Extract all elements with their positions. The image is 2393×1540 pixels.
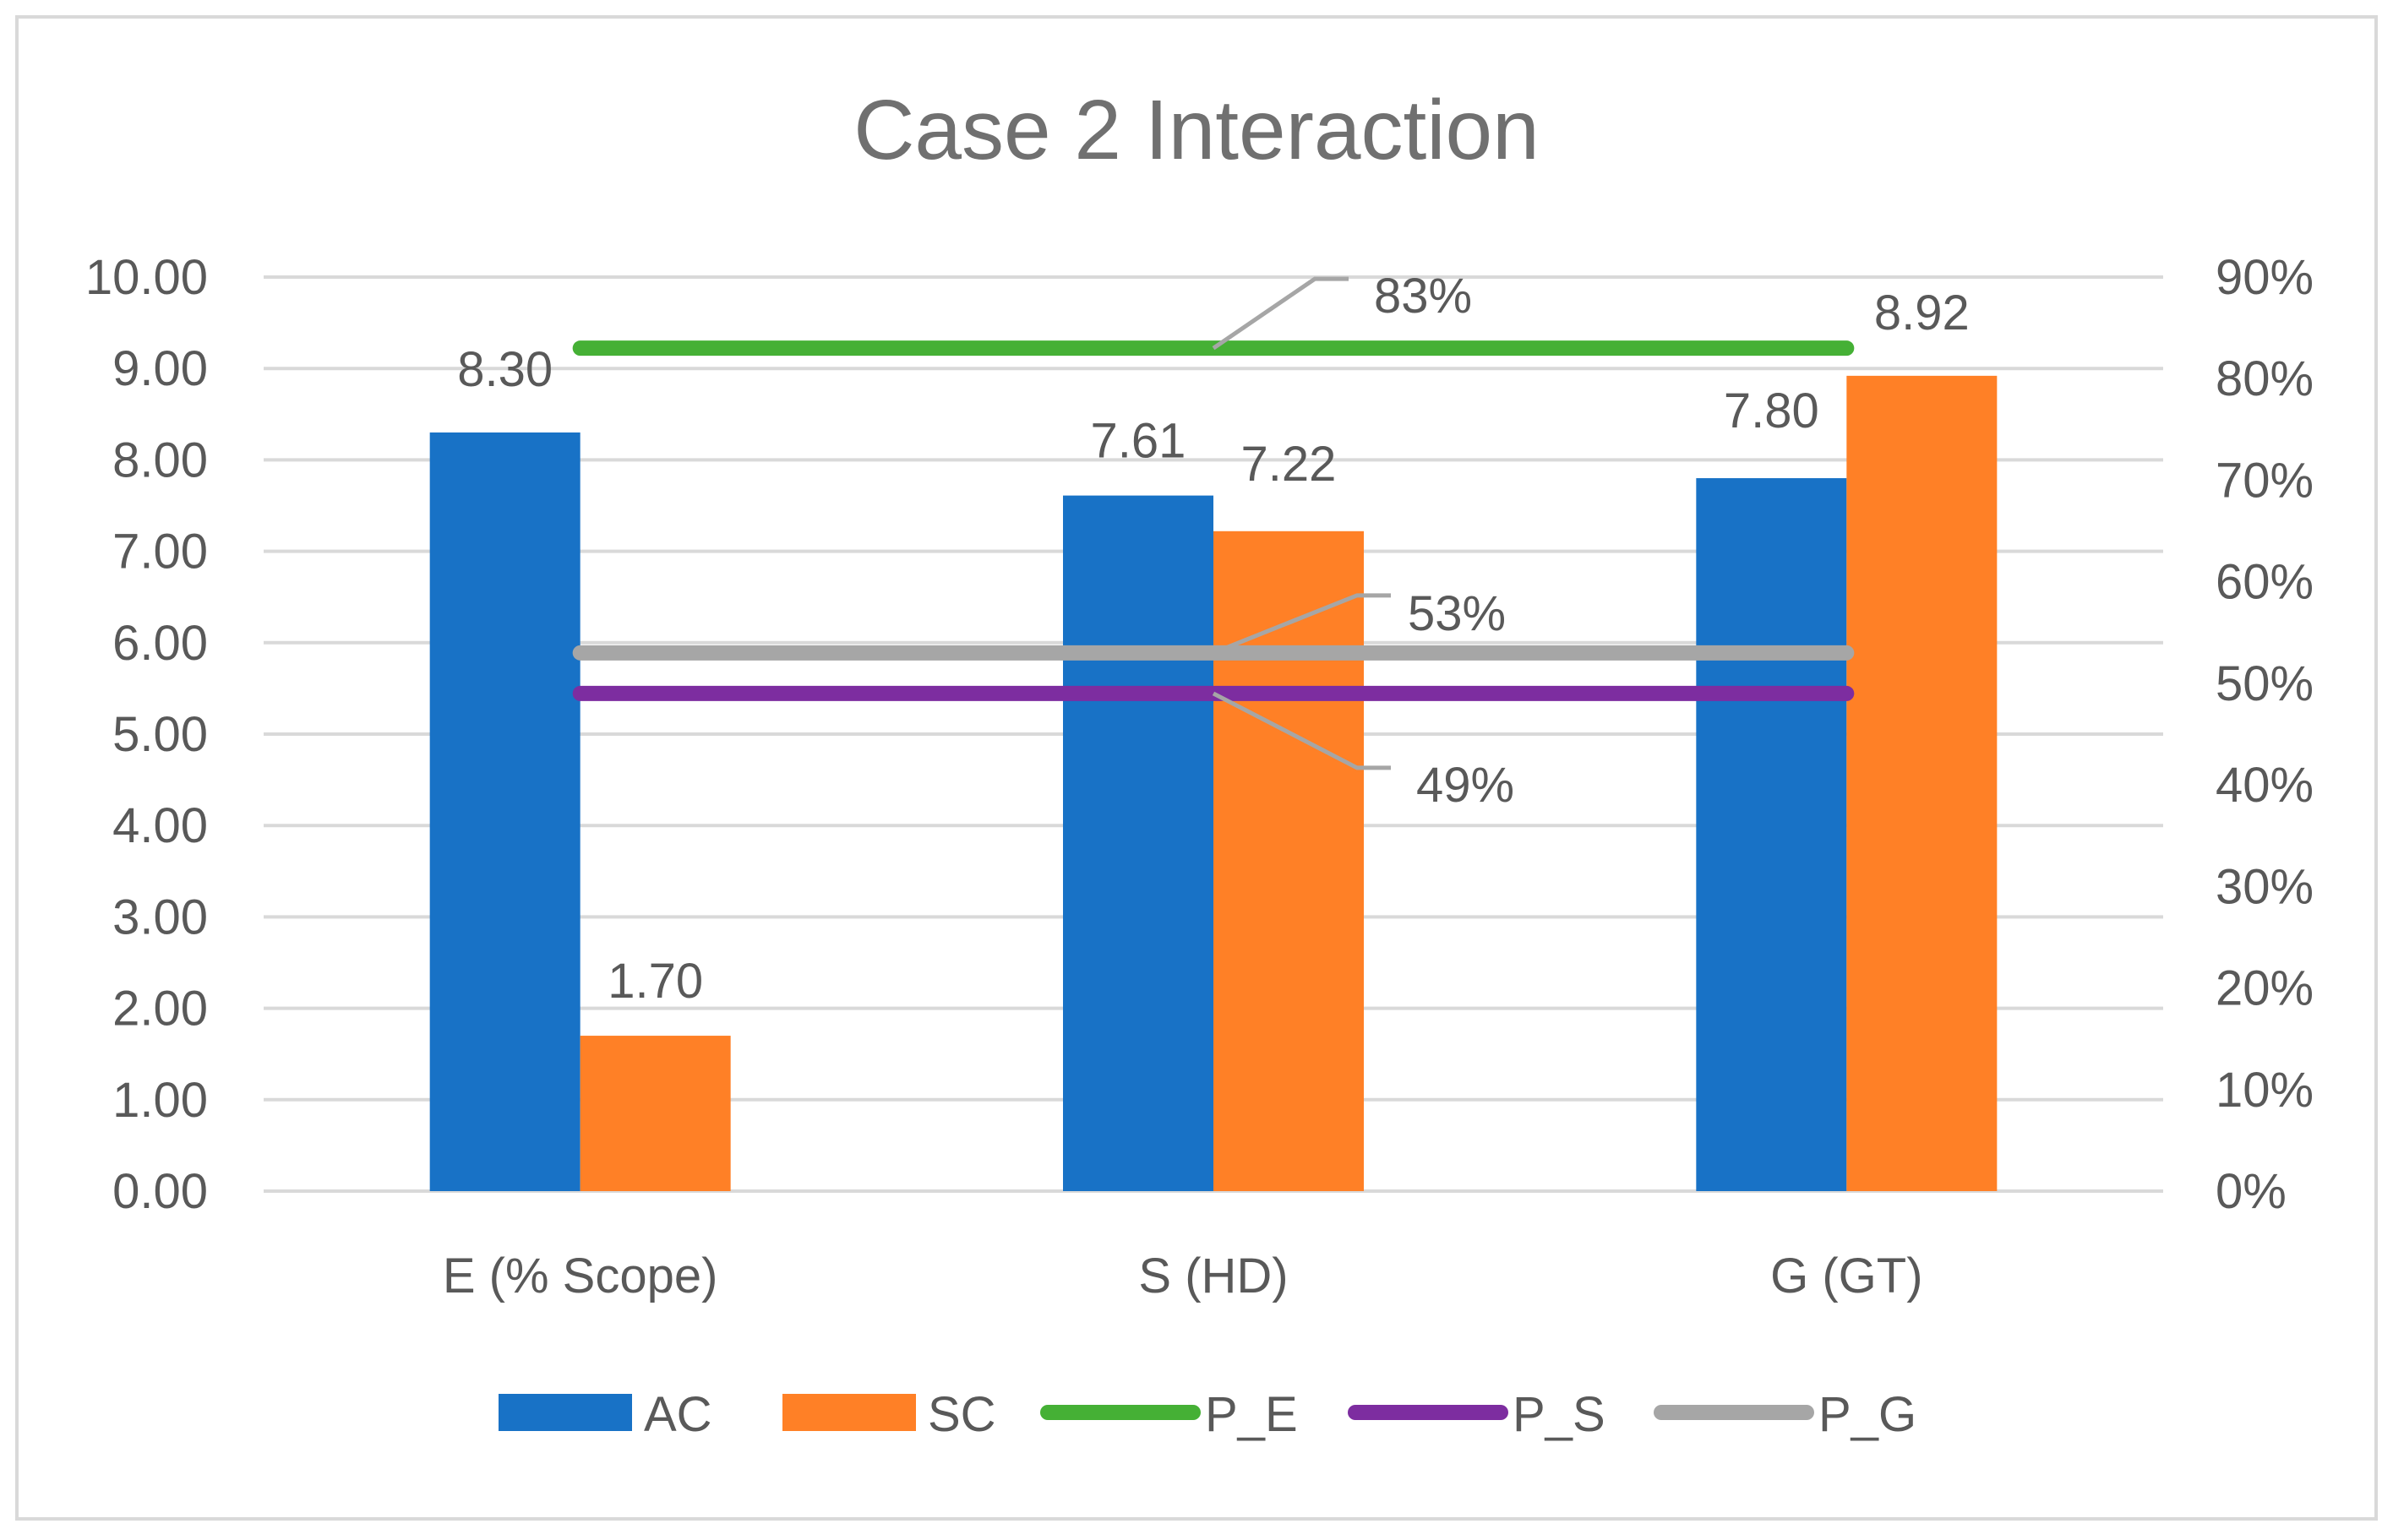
legend-label: SC xyxy=(928,1387,996,1442)
bar-ac xyxy=(1063,495,1213,1191)
y-tick-label-right: 70% xyxy=(2216,453,2314,508)
bar-sc xyxy=(1846,375,1998,1192)
bar-sc xyxy=(1213,531,1364,1191)
y-tick-label-right: 90% xyxy=(2216,250,2314,305)
legend-label: AC xyxy=(644,1387,712,1442)
x-tick-label: E (% Scope) xyxy=(443,1249,718,1303)
leader-line xyxy=(1212,691,1391,770)
bar-data-label: 8.92 xyxy=(1874,286,1970,340)
y-tick-label-left: 9.00 xyxy=(112,341,208,396)
chart-title: Case 2 Interaction xyxy=(853,83,1540,177)
legend-swatch-ac xyxy=(499,1394,632,1431)
x-tick-label: G (GT) xyxy=(1770,1249,1922,1303)
bar-data-label: 7.22 xyxy=(1241,437,1337,492)
legend-swatch-sc xyxy=(782,1394,916,1431)
y-tick-label-right: 20% xyxy=(2216,961,2314,1016)
bar-data-label: 8.30 xyxy=(457,342,553,397)
y-tick-label-left: 10.00 xyxy=(85,250,208,305)
axis-layer: 0.00 1.00 2.00 3.00 4.00 5.00 6.00 7.00 8.00 9.00… xyxy=(85,250,2314,1303)
bar-sc xyxy=(580,1036,731,1191)
line-data-label: 53% xyxy=(1408,586,1506,641)
y-tick-label-left: 3.00 xyxy=(112,890,208,944)
y-tick-label-left: 4.00 xyxy=(112,798,208,853)
y-tick-label-left: 1.00 xyxy=(112,1073,208,1128)
legend-layer: AC SC P_E P_S P_G xyxy=(499,1387,1916,1442)
y-tick-label-left: 8.00 xyxy=(112,433,208,487)
leader-line xyxy=(1213,593,1391,656)
y-tick-label-left: 6.00 xyxy=(112,616,208,671)
y-tick-label-right: 40% xyxy=(2216,758,2314,813)
line-data-label: 83% xyxy=(1374,269,1472,324)
x-tick-label: S (HD) xyxy=(1138,1249,1288,1303)
legend-label: P_E xyxy=(1205,1387,1298,1442)
y-tick-label-right: 50% xyxy=(2216,656,2314,711)
label-layer: 8.30 1.70 7.61 7.22 7.80 8.92 83% 49% 53% xyxy=(457,269,1970,1009)
bar-data-label: 7.80 xyxy=(1724,384,1819,438)
y-tick-label-right: 30% xyxy=(2216,859,2314,914)
y-tick-label-right: 60% xyxy=(2216,555,2314,610)
leader-line xyxy=(1212,276,1349,351)
y-tick-label-right: 80% xyxy=(2216,351,2314,406)
legend-label: P_S xyxy=(1513,1387,1605,1442)
line-data-label: 49% xyxy=(1416,758,1514,813)
bar-data-label: 1.70 xyxy=(608,954,703,1009)
bar-data-label: 7.61 xyxy=(1091,414,1186,469)
y-tick-label-left: 2.00 xyxy=(112,982,208,1037)
y-tick-label-left: 5.00 xyxy=(112,707,208,762)
y-tick-label-right: 10% xyxy=(2216,1063,2314,1118)
legend-label: P_G xyxy=(1818,1387,1916,1442)
y-tick-label-right: 0% xyxy=(2216,1164,2287,1219)
bar-ac xyxy=(429,432,581,1191)
y-tick-label-left: 0.00 xyxy=(112,1164,208,1219)
y-tick-label-left: 7.00 xyxy=(112,525,208,580)
bar-ac xyxy=(1696,478,1847,1191)
